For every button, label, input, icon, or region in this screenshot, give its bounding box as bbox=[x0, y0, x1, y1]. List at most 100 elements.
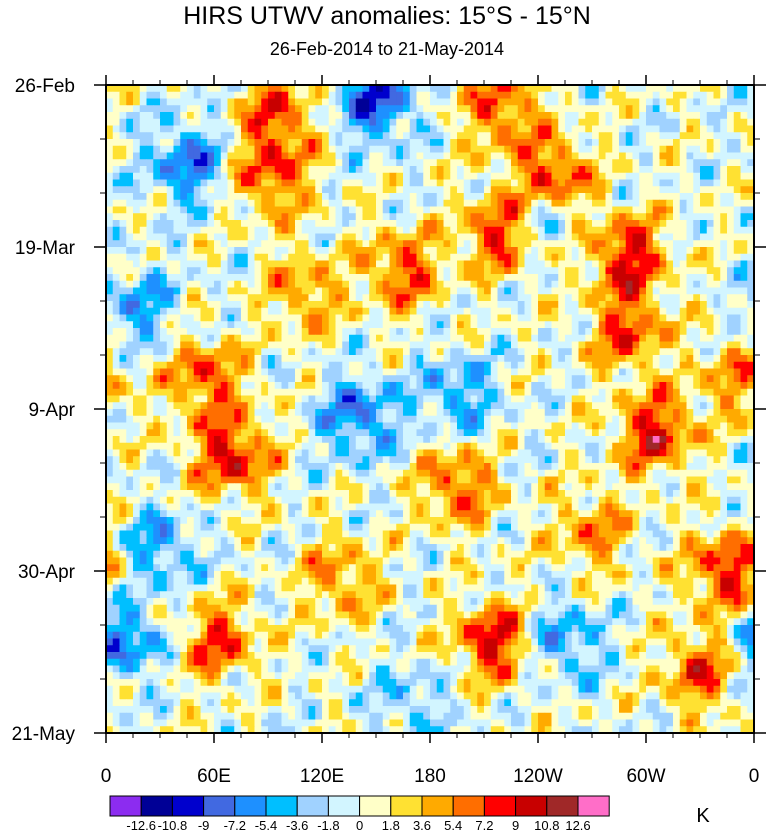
field-cell bbox=[484, 179, 492, 187]
field-cell bbox=[504, 159, 512, 167]
field-cell bbox=[747, 193, 754, 201]
field-cell bbox=[700, 91, 708, 99]
field-cell bbox=[612, 402, 620, 410]
field-cell bbox=[220, 233, 228, 241]
field-cell bbox=[538, 179, 546, 187]
field-cell bbox=[126, 132, 134, 140]
field-cell bbox=[747, 355, 754, 363]
field-cell bbox=[517, 118, 525, 126]
field-cell bbox=[376, 247, 384, 255]
field-cell bbox=[416, 159, 424, 167]
field-cell bbox=[477, 125, 485, 133]
field-cell bbox=[241, 334, 249, 342]
field-cell bbox=[619, 139, 627, 147]
field-cell bbox=[295, 172, 303, 180]
field-cell bbox=[484, 375, 492, 383]
field-cell bbox=[578, 220, 586, 228]
field-cell bbox=[214, 199, 222, 207]
field-cell bbox=[632, 341, 640, 349]
field-cell bbox=[450, 105, 458, 113]
field-cell bbox=[457, 260, 465, 268]
field-cell bbox=[173, 422, 181, 430]
field-cell bbox=[652, 91, 660, 99]
field-cell bbox=[214, 321, 222, 329]
field-cell bbox=[652, 206, 660, 214]
field-cell bbox=[295, 422, 303, 430]
field-cell bbox=[322, 112, 330, 120]
field-cell bbox=[720, 206, 728, 214]
field-cell bbox=[274, 85, 282, 93]
field-cell bbox=[450, 199, 458, 207]
field-cell bbox=[146, 159, 154, 167]
field-cell bbox=[497, 375, 505, 383]
field-cell bbox=[463, 139, 471, 147]
field-cell bbox=[646, 85, 654, 93]
field-cell bbox=[214, 402, 222, 410]
field-cell bbox=[254, 145, 262, 153]
field-cell bbox=[403, 429, 411, 437]
field-cell bbox=[470, 314, 478, 322]
field-cell bbox=[355, 287, 363, 295]
field-cell bbox=[443, 145, 451, 153]
field-cell bbox=[409, 240, 417, 248]
field-cell bbox=[517, 328, 525, 336]
field-cell bbox=[693, 409, 701, 417]
field-cell bbox=[727, 253, 735, 261]
field-cell bbox=[247, 422, 255, 430]
field-cell bbox=[430, 355, 438, 363]
field-cell bbox=[396, 294, 404, 302]
field-cell bbox=[274, 159, 282, 167]
field-cell bbox=[679, 125, 687, 133]
field-cell bbox=[578, 361, 586, 369]
field-cell bbox=[315, 159, 323, 167]
field-cell bbox=[288, 91, 296, 99]
field-cell bbox=[274, 105, 282, 113]
field-cell bbox=[274, 334, 282, 342]
field-cell bbox=[227, 294, 235, 302]
field-cell bbox=[416, 361, 424, 369]
field-cell bbox=[173, 220, 181, 228]
field-cell bbox=[220, 375, 228, 383]
field-cell bbox=[288, 233, 296, 241]
field-cell bbox=[470, 139, 478, 147]
field-cell bbox=[126, 294, 134, 302]
field-cell bbox=[733, 267, 741, 275]
field-cell bbox=[693, 91, 701, 99]
field-cell bbox=[470, 166, 478, 174]
field-cell bbox=[700, 321, 708, 329]
field-cell bbox=[126, 125, 134, 133]
field-cell bbox=[551, 280, 559, 288]
field-cell bbox=[585, 361, 593, 369]
field-cell bbox=[409, 213, 417, 221]
field-cell bbox=[409, 274, 417, 282]
field-cell bbox=[409, 166, 417, 174]
field-cell bbox=[578, 314, 586, 322]
field-cell bbox=[112, 220, 120, 228]
field-cell bbox=[706, 247, 714, 255]
field-cell bbox=[153, 199, 161, 207]
field-cell bbox=[612, 382, 620, 390]
field-cell bbox=[625, 220, 633, 228]
field-cell bbox=[288, 139, 296, 147]
field-cell bbox=[139, 139, 147, 147]
field-cell bbox=[328, 253, 336, 261]
field-cell bbox=[261, 328, 269, 336]
field-cell bbox=[477, 240, 485, 248]
field-cell bbox=[241, 361, 249, 369]
field-cell bbox=[747, 429, 754, 437]
field-cell bbox=[187, 186, 195, 194]
field-cell bbox=[463, 85, 471, 93]
field-cell bbox=[565, 382, 573, 390]
field-cell bbox=[335, 179, 343, 187]
field-cell bbox=[740, 402, 748, 410]
field-cell bbox=[693, 112, 701, 120]
field-cell bbox=[463, 375, 471, 383]
field-cell bbox=[605, 321, 613, 329]
field-cell bbox=[342, 328, 350, 336]
field-cell bbox=[585, 186, 593, 194]
field-cell bbox=[673, 91, 681, 99]
field-cell bbox=[443, 409, 451, 417]
field-cell bbox=[457, 301, 465, 309]
field-cell bbox=[180, 274, 188, 282]
field-cell bbox=[254, 179, 262, 187]
